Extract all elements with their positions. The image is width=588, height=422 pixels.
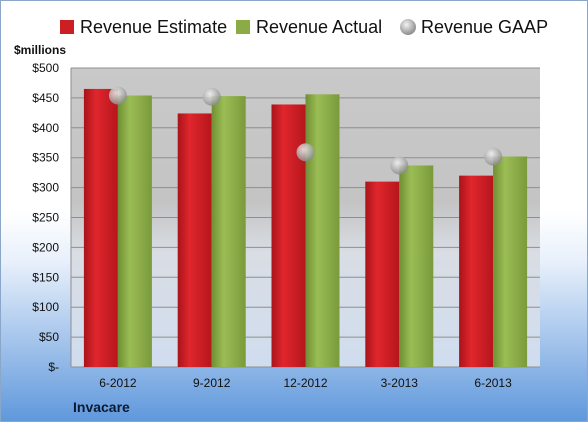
y-tick-label: $500 <box>32 61 59 75</box>
x-tick-label: 3-2013 <box>381 376 419 390</box>
y-tick-label: $50 <box>39 330 59 344</box>
x-tick-label: 9-2012 <box>193 376 231 390</box>
bar-revenue-estimate-3-2013 <box>365 181 400 367</box>
y-tick-label: $100 <box>32 300 59 314</box>
x-axis-ticks: 6-2012 9-2012 12-2012 3-2013 6-2013 <box>99 376 512 390</box>
bar-revenue-estimate-6-2012 <box>83 88 118 368</box>
y-tick-label: $- <box>48 360 59 374</box>
bar-revenue-estimate-9-2012 <box>177 113 212 367</box>
y-tick-label: $300 <box>32 181 59 195</box>
bar-revenue-actual-3-2013 <box>399 165 434 367</box>
y-tick-label: $250 <box>32 211 59 225</box>
y-tick-label: $200 <box>32 240 59 254</box>
y-axis-ticks: $- $50 $100 $150 $200 $250 $300 $350 $400 $450 $50… <box>32 61 59 374</box>
legend-label-revenue-estimate: Revenue Estimate <box>80 17 227 37</box>
legend-swatch-revenue-actual <box>236 20 250 34</box>
x-tick-label: 6-2012 <box>99 376 137 390</box>
legend-label-revenue-actual: Revenue Actual <box>256 17 382 37</box>
bar-revenue-estimate-12-2012 <box>271 104 306 367</box>
legend-swatch-revenue-estimate <box>60 20 74 34</box>
y-tick-label: $150 <box>32 270 59 284</box>
x-tick-label: 6-2013 <box>474 376 512 390</box>
marker-revenue-gaap-3-2013 <box>390 156 409 175</box>
company-name: Invacare <box>73 399 130 415</box>
marker-revenue-gaap-6-2012 <box>108 86 127 105</box>
x-tick-label: 12-2012 <box>283 376 327 390</box>
y-axis-unit-label: $millions <box>14 43 66 57</box>
legend-swatch-revenue-gaap <box>400 19 416 35</box>
bar-revenue-estimate-6-2013 <box>459 175 494 367</box>
y-tick-label: $450 <box>32 91 59 105</box>
marker-revenue-gaap-9-2012 <box>202 87 221 106</box>
bars <box>83 88 528 368</box>
gaap-markers <box>108 86 503 175</box>
bar-revenue-actual-9-2012 <box>211 96 246 367</box>
y-tick-label: $350 <box>32 151 59 165</box>
bar-revenue-actual-12-2012 <box>305 94 340 367</box>
y-tick-label: $400 <box>32 121 59 135</box>
marker-revenue-gaap-6-2013 <box>484 147 503 166</box>
legend: Revenue Estimate Revenue Actual Revenue GA… <box>60 17 548 37</box>
bar-revenue-actual-6-2013 <box>493 156 528 367</box>
legend-label-revenue-gaap: Revenue GAAP <box>421 17 548 37</box>
marker-revenue-gaap-12-2012 <box>296 143 315 162</box>
bar-revenue-actual-6-2012 <box>117 95 152 368</box>
